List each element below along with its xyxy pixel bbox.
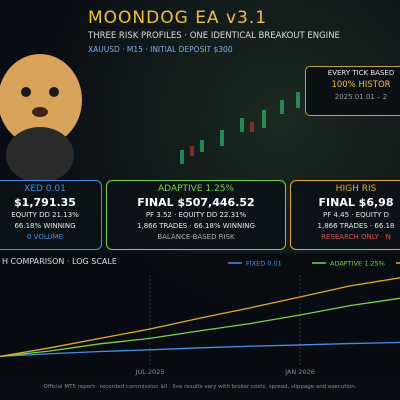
card-stat: EQUITY DD 21.13% <box>11 211 79 219</box>
card-stat: PF 3.52 · EQUITY DD 22.31% <box>145 211 247 219</box>
x-tick-label: JAN 2026 <box>284 368 315 376</box>
chart: H COMPARISON · LOG SCALE JUL 2025 JAN 202… <box>0 253 400 383</box>
legend-label: ADAPTIVE 1.25% <box>330 260 385 268</box>
card-title: XED 0.01 <box>24 184 66 194</box>
card-final: FINAL $507,446.52 <box>137 196 255 209</box>
card-note: 0 VOLUME <box>27 233 63 241</box>
card-final: FINAL $6,98 <box>318 196 394 209</box>
subtitle: THREE RISK PROFILES · ONE IDENTICAL BREA… <box>88 31 340 41</box>
footer: Official MT5 report · recorded commissio… <box>43 384 357 390</box>
card-stat: 1,866 TRADES · 66.18 <box>317 222 395 230</box>
card-note: RESEARCH ONLY · N <box>321 233 391 241</box>
card-stat: 66.18% WINNING <box>14 222 76 230</box>
card: XED 0.01 $1,791.35 EQUITY DD 21.13% 66.1… <box>0 180 102 250</box>
badge-line: EVERY TICK BASED <box>327 69 395 77</box>
background-art <box>0 54 300 180</box>
card-stat: PF 4.45 · EQUITY D <box>322 211 390 219</box>
series-line <box>0 277 400 358</box>
badge-line: 2025.01.01 – 2 <box>334 93 388 101</box>
badge-line: 100% HISTOR <box>331 80 391 90</box>
card-note: BALANCE-BASED RISK <box>157 233 235 241</box>
series-line <box>0 341 400 358</box>
card-final: $1,791.35 <box>14 196 76 209</box>
badge: EVERY TICK BASED 100% HISTOR 2025.01.01 … <box>305 66 400 116</box>
card-title: ADAPTIVE 1.25% <box>158 184 234 194</box>
card-stat: 1,866 TRADES · 66.18% WINNING <box>137 222 255 230</box>
legend-label: FIXED 0.01 <box>246 260 282 268</box>
card: HIGH RIS FINAL $6,98 PF 4.45 · EQUITY D … <box>290 180 400 250</box>
title: MOONDOG EA v3.1 <box>88 8 268 28</box>
meta: XAUUSD · M15 · INITIAL DEPOSIT $300 <box>88 45 233 54</box>
chart-title: H COMPARISON · LOG SCALE <box>2 257 117 266</box>
x-tick-label: JUL 2025 <box>135 368 165 376</box>
card: ADAPTIVE 1.25% FINAL $507,446.52 PF 3.52… <box>106 180 286 250</box>
series-line <box>0 297 400 358</box>
card-title: HIGH RIS <box>335 184 377 194</box>
